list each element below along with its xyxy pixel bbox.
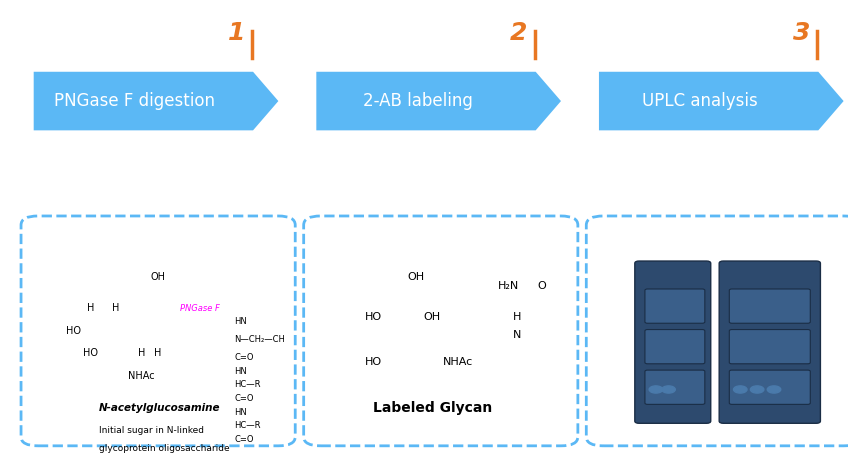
Circle shape [649,386,663,393]
FancyBboxPatch shape [719,261,820,423]
Text: O: O [538,281,546,291]
FancyBboxPatch shape [729,370,810,404]
FancyBboxPatch shape [645,289,705,323]
Text: glycoprotein oligosaccharide: glycoprotein oligosaccharide [99,443,230,453]
FancyBboxPatch shape [729,289,810,323]
Polygon shape [316,72,561,130]
Text: NHAc: NHAc [128,371,154,381]
FancyBboxPatch shape [729,330,810,364]
FancyBboxPatch shape [303,216,578,446]
Circle shape [734,386,747,393]
Text: H₂N: H₂N [498,281,519,291]
Circle shape [662,386,676,393]
Polygon shape [599,72,843,130]
Text: OH: OH [151,272,165,282]
Polygon shape [34,72,279,130]
Text: C=O: C=O [234,353,254,363]
Text: UPLC analysis: UPLC analysis [642,92,758,110]
FancyBboxPatch shape [21,216,296,446]
Text: HN: HN [234,367,247,376]
Text: NHAc: NHAc [442,358,473,368]
FancyBboxPatch shape [586,216,852,446]
Text: OH: OH [407,272,424,282]
Text: PNGase F digestion: PNGase F digestion [55,92,216,110]
Text: Initial sugar in N-linked: Initial sugar in N-linked [99,425,204,435]
Text: H: H [513,313,521,322]
Text: HN: HN [234,408,247,416]
Text: 2-AB labeling: 2-AB labeling [363,92,473,110]
Text: 1: 1 [227,21,245,45]
Circle shape [768,386,780,393]
Text: 3: 3 [792,21,810,45]
Text: HC—R: HC—R [234,381,261,390]
Text: HO: HO [365,358,382,368]
Text: N-acetylglucosamine: N-acetylglucosamine [99,403,221,413]
FancyBboxPatch shape [635,261,711,423]
Text: C=O: C=O [234,394,254,403]
Circle shape [751,386,764,393]
Text: HN: HN [234,317,247,326]
Text: H: H [87,303,95,313]
Text: N: N [513,330,521,341]
Text: H: H [112,303,119,313]
Text: C=O: C=O [234,435,254,443]
Text: Labeled Glycan: Labeled Glycan [372,401,492,414]
Text: HC—R: HC—R [234,421,261,430]
Text: HO: HO [83,348,98,358]
Text: 2: 2 [510,21,527,45]
FancyBboxPatch shape [645,370,705,404]
Text: OH: OH [423,313,440,322]
Text: HO: HO [66,326,81,336]
Text: H: H [137,348,145,358]
Text: H: H [154,348,162,358]
Text: PNGase F: PNGase F [181,304,221,313]
Text: HO: HO [365,313,382,322]
FancyBboxPatch shape [645,330,705,364]
Text: N—CH₂—CH: N—CH₂—CH [234,336,285,344]
